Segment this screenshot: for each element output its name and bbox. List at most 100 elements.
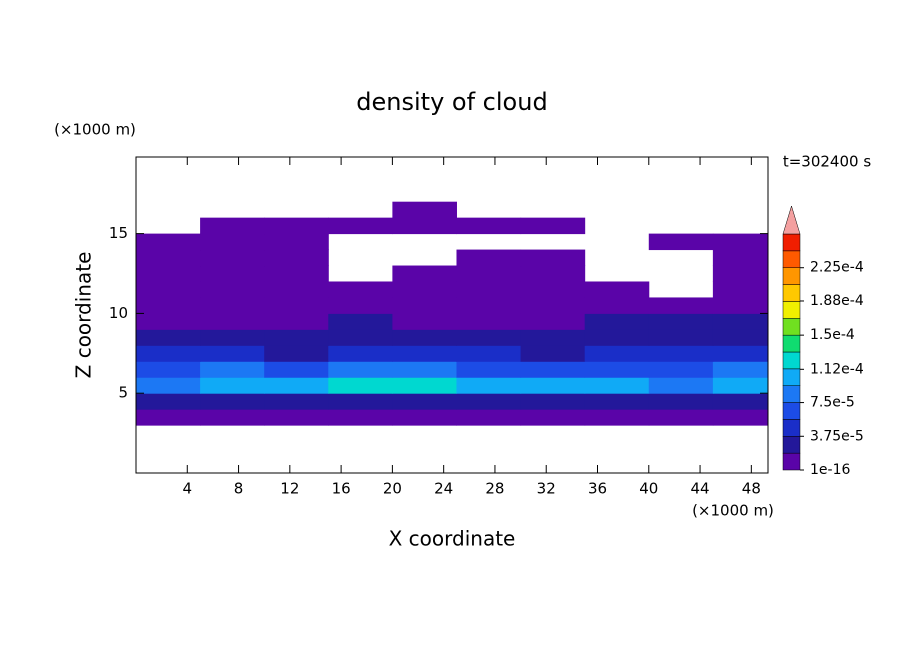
contour-cell — [136, 393, 201, 410]
contour-cell — [456, 297, 522, 314]
colorbar-tick-label: 7.5e-5 — [810, 395, 855, 411]
contour-cell — [200, 329, 265, 346]
colorbar-box — [782, 419, 801, 437]
contour-cell — [712, 377, 768, 394]
colorbar-tick-label: 1e-16 — [810, 462, 850, 478]
contour-cell — [712, 393, 768, 410]
contour-cell — [648, 329, 714, 346]
x-unit: (×1000 m) — [692, 502, 774, 520]
x-tick-label: 8 — [234, 480, 244, 498]
contour-cell — [712, 313, 768, 330]
contour-cell — [264, 233, 329, 251]
colorbar-tick-label: 2.25e-4 — [810, 260, 864, 276]
contour-cell — [136, 297, 201, 314]
contour-cell — [712, 281, 768, 298]
contour-cell — [136, 281, 201, 298]
contour-cell — [456, 377, 522, 394]
contour-cell — [392, 329, 457, 346]
time-label: t=302400 s — [783, 153, 871, 171]
contour-cell — [520, 313, 586, 330]
x-tick-label: 44 — [691, 480, 710, 498]
contour-cell — [520, 345, 586, 362]
contour-cell — [328, 409, 393, 426]
colorbar-box — [782, 334, 801, 353]
contour-cell — [200, 345, 265, 362]
x-tick-label: 48 — [742, 480, 761, 498]
contour-cell — [584, 345, 650, 362]
contour-cell — [200, 377, 265, 394]
contour-cell — [648, 345, 714, 362]
contour-cell — [712, 265, 768, 282]
colorbar-box — [782, 385, 801, 403]
contour-cell — [200, 233, 265, 251]
contour-cell — [392, 313, 457, 330]
contour-cell — [200, 297, 265, 314]
contour-cell — [200, 313, 265, 330]
x-axis-label: X coordinate — [389, 527, 516, 551]
contour-cell — [520, 217, 586, 235]
contour-cell — [456, 329, 522, 346]
contour-cell — [456, 361, 522, 378]
contour-cell — [712, 249, 768, 267]
contour-cell — [136, 361, 201, 378]
contour-cell — [712, 361, 768, 378]
contour-cell — [264, 265, 329, 282]
contour-cell — [456, 265, 522, 282]
contour-cell — [584, 329, 650, 346]
contour-cell — [712, 409, 768, 426]
contour-cell — [264, 297, 329, 314]
y-tick-label: 5 — [118, 384, 128, 402]
y-unit: (×1000 m) — [54, 121, 136, 139]
contour-cell — [392, 345, 457, 362]
contour-cell — [200, 361, 265, 378]
x-tick-label: 28 — [485, 480, 504, 498]
contour-cell — [392, 409, 457, 426]
contour-cell — [520, 329, 586, 346]
contour-cell — [264, 377, 329, 394]
colorbar-box — [782, 250, 801, 268]
colorbar-tick-label: 1.12e-4 — [810, 361, 864, 377]
contour-cell — [264, 409, 329, 426]
colorbar-tick-label: 3.75e-5 — [810, 428, 864, 444]
contour-cell — [328, 217, 393, 235]
colorbar-tick-label: 1.88e-4 — [810, 293, 864, 309]
contour-cell — [584, 409, 650, 426]
colorbar-box — [782, 351, 801, 370]
colorbar-box — [782, 436, 801, 454]
contour-cell — [392, 265, 457, 282]
x-tick-label: 20 — [383, 480, 402, 498]
contour-cell — [264, 281, 329, 298]
colorbar-box — [782, 452, 801, 471]
colorbar-box — [782, 368, 801, 386]
contour-cell — [200, 217, 265, 235]
contour-cell — [392, 393, 457, 410]
colorbar-box — [782, 318, 801, 336]
contour-cell — [136, 409, 201, 426]
x-tick-label: 12 — [280, 480, 299, 498]
contour-cell — [392, 201, 457, 219]
contour-cell — [456, 217, 522, 235]
contour-cell — [136, 329, 201, 346]
contour-cell — [712, 345, 768, 362]
x-tick-label: 16 — [332, 480, 351, 498]
contour-cell — [520, 361, 586, 378]
contour-cell — [136, 377, 201, 394]
contour-cell — [136, 313, 201, 330]
contour-cell — [200, 249, 265, 267]
colorbar-extension — [782, 205, 801, 235]
contour-cell — [712, 329, 768, 346]
contour-cell — [520, 409, 586, 426]
contour-cell — [264, 329, 329, 346]
contour-cell — [520, 265, 586, 282]
contour-cell — [648, 233, 714, 251]
colorbar-box — [782, 267, 801, 285]
x-tick-label: 4 — [183, 480, 193, 498]
contour-cell — [264, 393, 329, 410]
colorbar-tick-label: 1.5e-4 — [810, 327, 855, 343]
contour-cell — [392, 281, 457, 298]
contour-cell — [328, 329, 393, 346]
contour-cell — [648, 361, 714, 378]
contour-cell — [392, 297, 457, 314]
contour-cell — [456, 313, 522, 330]
